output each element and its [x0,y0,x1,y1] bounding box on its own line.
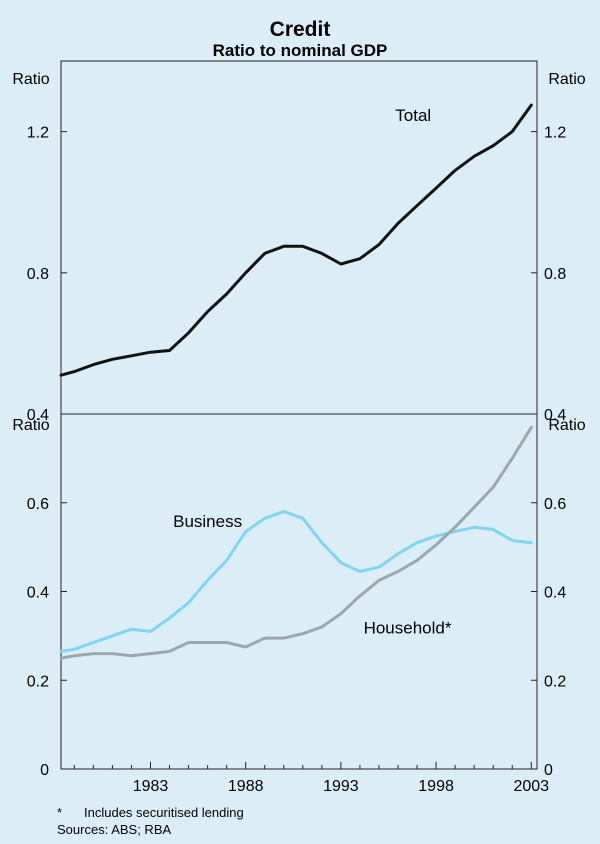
bottom-left-ylabel: Ratio [12,417,49,434]
ytick-label-left: 0.4 [27,585,49,602]
ytick-label-left: 0.8 [27,266,49,283]
top-left-ylabel: Ratio [12,71,49,88]
series-label-total: Total [395,106,431,125]
bottom-right-ylabel: Ratio [548,417,585,434]
series-line-business [59,510,533,653]
ytick-label-right: 0.8 [544,266,566,283]
series-label-household: Household* [364,619,452,638]
plot-frame [60,60,538,770]
ytick-label-left: 1.2 [27,125,49,142]
xtick-label: 1983 [133,778,169,795]
xtick-label: 1998 [418,778,454,795]
series-label-business: Business [173,512,242,531]
tick-layer: 0.4 0.4 0.8 0.8 1.2 1.2 0 0 0.2 0.2 0.4 0.4 0.6 0.6 19… [27,125,567,795]
ytick-label-right: 0.4 [544,585,566,602]
series-label-layer: Total Business Household* [173,106,452,638]
chart-subtitle: Ratio to nominal GDP [213,41,388,60]
ytick-label-right: 0 [544,762,553,779]
xtick-label: 2003 [513,778,549,795]
ytick-label-left: 0 [40,762,49,779]
series-line-total [59,103,533,377]
ytick-label-right: 1.2 [544,125,566,142]
xtick-label: 1988 [228,778,264,795]
sources-note: Sources: ABS; RBA [57,822,171,837]
top-right-ylabel: Ratio [548,71,585,88]
footnote: Includes securitised lending [84,805,244,820]
series-line-household [59,425,533,660]
series-layer [59,103,533,660]
footnote-marker: * [57,805,62,820]
ytick-label-left: 0.2 [27,673,49,690]
ytick-label-left: 0.4 [27,407,49,424]
chart-title: Credit [270,18,331,41]
ytick-label-right: 0.2 [544,673,566,690]
ytick-label-right: 0.6 [544,496,566,513]
ytick-label-right: 0.4 [544,407,566,424]
xtick-label: 1993 [323,778,359,795]
ytick-label-left: 0.6 [27,496,49,513]
